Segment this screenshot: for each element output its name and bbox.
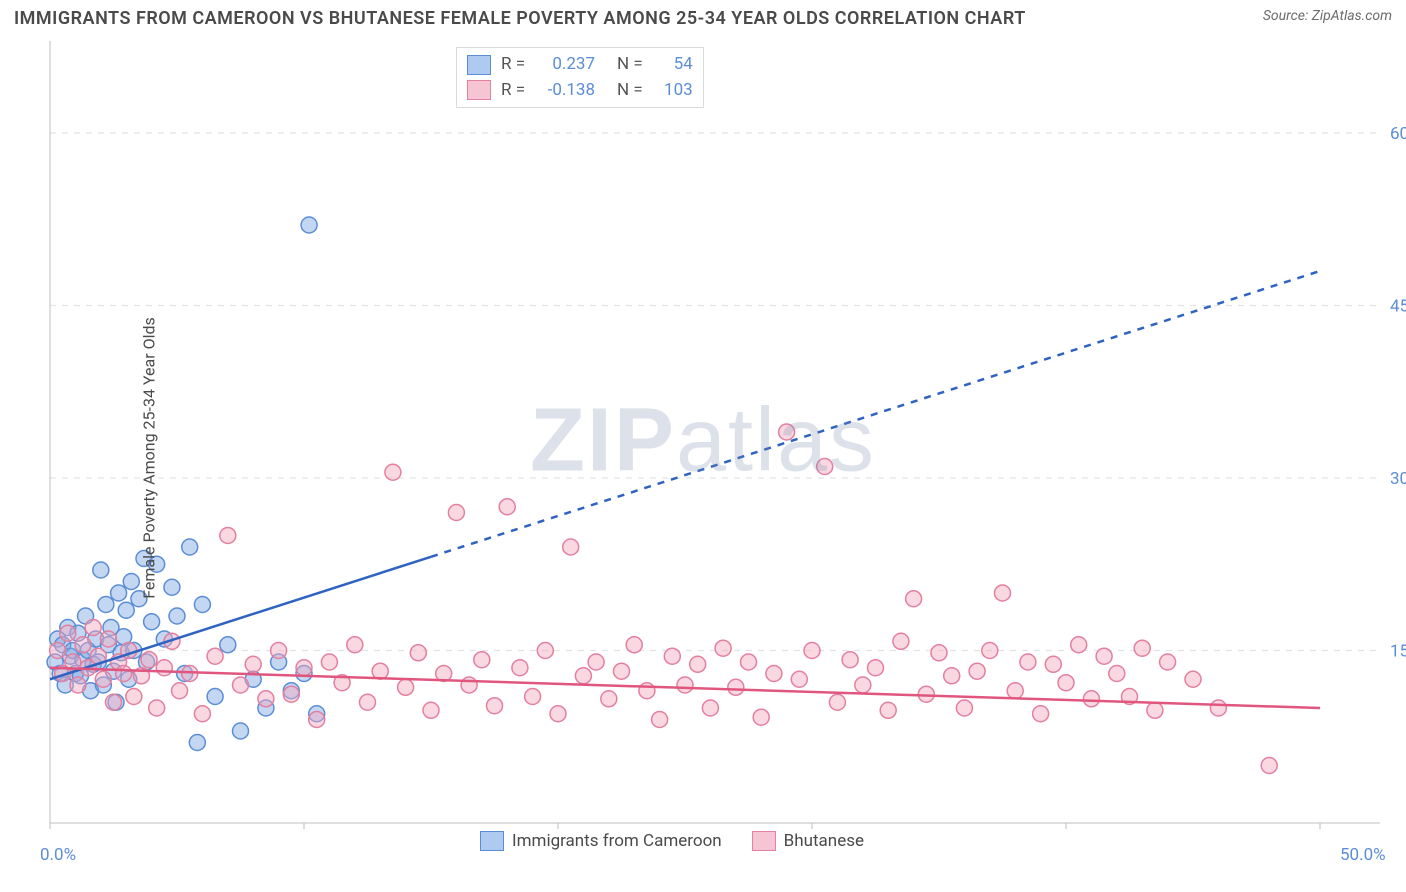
svg-text:45.0%: 45.0%: [1390, 297, 1406, 317]
legend-swatch: [467, 80, 491, 100]
y-axis-label: Female Poverty Among 25-34 Year Olds: [139, 317, 158, 599]
legend-swatch: [467, 55, 491, 75]
legend-swatch: [480, 831, 504, 851]
series-legend-item: Immigrants from Cameroon: [480, 831, 722, 851]
svg-text:60.0%: 60.0%: [1390, 124, 1406, 144]
chart-header: IMMIGRANTS FROM CAMEROON VS BHUTANESE FE…: [0, 0, 1406, 33]
svg-text:30.0%: 30.0%: [1390, 469, 1406, 489]
stats-legend: R =0.237N =54R =-0.138N =103: [456, 47, 704, 108]
legend-swatch: [752, 831, 776, 851]
x-axis-max-label: 50.0%: [1340, 845, 1386, 865]
x-axis-origin-label: 0.0%: [40, 845, 76, 865]
stats-legend-row: R =0.237N =54: [467, 52, 693, 78]
series-legend: Immigrants from Cameroon Bhutanese: [480, 831, 864, 851]
svg-text:15.0%: 15.0%: [1390, 642, 1406, 662]
chart-title: IMMIGRANTS FROM CAMEROON VS BHUTANESE FE…: [14, 8, 1026, 29]
chart-source: Source: ZipAtlas.com: [1263, 8, 1392, 24]
stats-legend-row: R =-0.138N =103: [467, 78, 693, 104]
scatter-plot-svg: 15.0% 30.0% 45.0% 60.0%: [0, 33, 1406, 883]
chart-area: Female Poverty Among 25-34 Year Olds ZIP…: [0, 33, 1406, 883]
series-legend-item: Bhutanese: [752, 831, 864, 851]
